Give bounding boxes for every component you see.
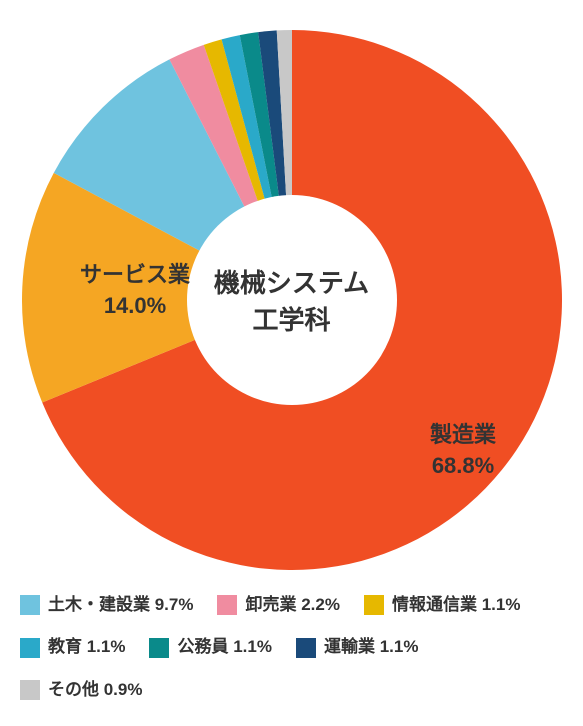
legend: 土木・建設業 9.7% 卸売業 2.2% 情報通信業 1.1% 教育 1.1% 公務員 … [20,589,563,706]
legend-swatch [20,595,40,615]
center-title-line2: 工学科 [252,300,330,337]
legend-swatch [364,595,384,615]
legend-label: 教育 1.1% [48,631,125,663]
legend-item: 情報通信業 1.1% [364,589,520,621]
legend-item: 土木・建設業 9.7% [20,589,193,621]
legend-swatch [217,595,237,615]
slice-label: サービス業14.0% [80,260,190,322]
legend-label: 運輸業 1.1% [324,631,418,663]
legend-swatch [20,638,40,658]
legend-item: その他 0.9% [20,674,142,706]
donut-hole: 機械システム 工学科 [187,195,397,405]
legend-label: 卸売業 2.2% [245,589,339,621]
legend-item: 教育 1.1% [20,631,125,663]
center-title-line1: 機械システム [214,263,369,300]
legend-swatch [20,680,40,700]
legend-item: 公務員 1.1% [149,631,271,663]
legend-swatch [149,638,169,658]
legend-item: 運輸業 1.1% [296,631,418,663]
legend-label: 情報通信業 1.1% [392,589,520,621]
legend-item: 卸売業 2.2% [217,589,339,621]
slice-label: 製造業68.8% [430,420,496,482]
legend-label: 土木・建設業 9.7% [48,589,193,621]
legend-label: 公務員 1.1% [177,631,271,663]
pie-chart: 機械システム 工学科 製造業68.8% サービス業14.0% [0,0,583,600]
legend-swatch [296,638,316,658]
legend-label: その他 0.9% [48,674,142,706]
